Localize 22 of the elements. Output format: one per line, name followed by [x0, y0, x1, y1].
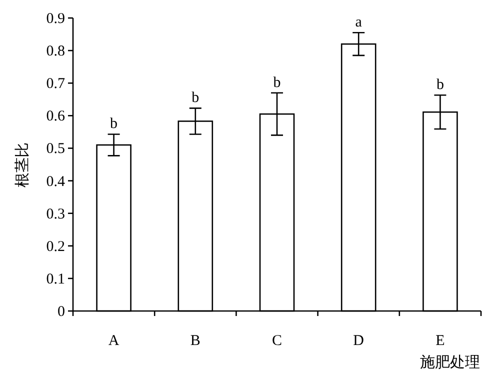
x-tick-label: C	[272, 333, 282, 349]
x-tick-label: B	[190, 333, 200, 349]
annotation: b	[110, 116, 118, 132]
y-tick-label: 0.8	[46, 44, 65, 60]
x-tick-label: E	[436, 333, 445, 349]
annotation: b	[436, 77, 444, 94]
annotation: a	[355, 14, 362, 31]
annotation: b	[192, 90, 200, 106]
x-axis-title: 施肥处理	[420, 354, 480, 371]
y-tick-label: 0.3	[46, 206, 65, 222]
y-tick-label: 0.6	[46, 108, 66, 125]
x-tick-label: A	[108, 333, 120, 349]
y-axis-title: 根茎比	[14, 142, 31, 188]
annotation: b	[273, 74, 281, 91]
y-tick-label: 0.4	[46, 174, 66, 190]
y-tick-label: 0.5	[46, 141, 65, 158]
y-tick-label: 0.1	[46, 271, 65, 288]
x-tick-label: D	[353, 333, 364, 349]
y-tick-label: 0.7	[46, 76, 66, 92]
y-tick-label: 0	[58, 304, 65, 320]
y-tick-label: 0.9	[46, 11, 65, 27]
y-tick-label: 0.2	[46, 238, 65, 255]
